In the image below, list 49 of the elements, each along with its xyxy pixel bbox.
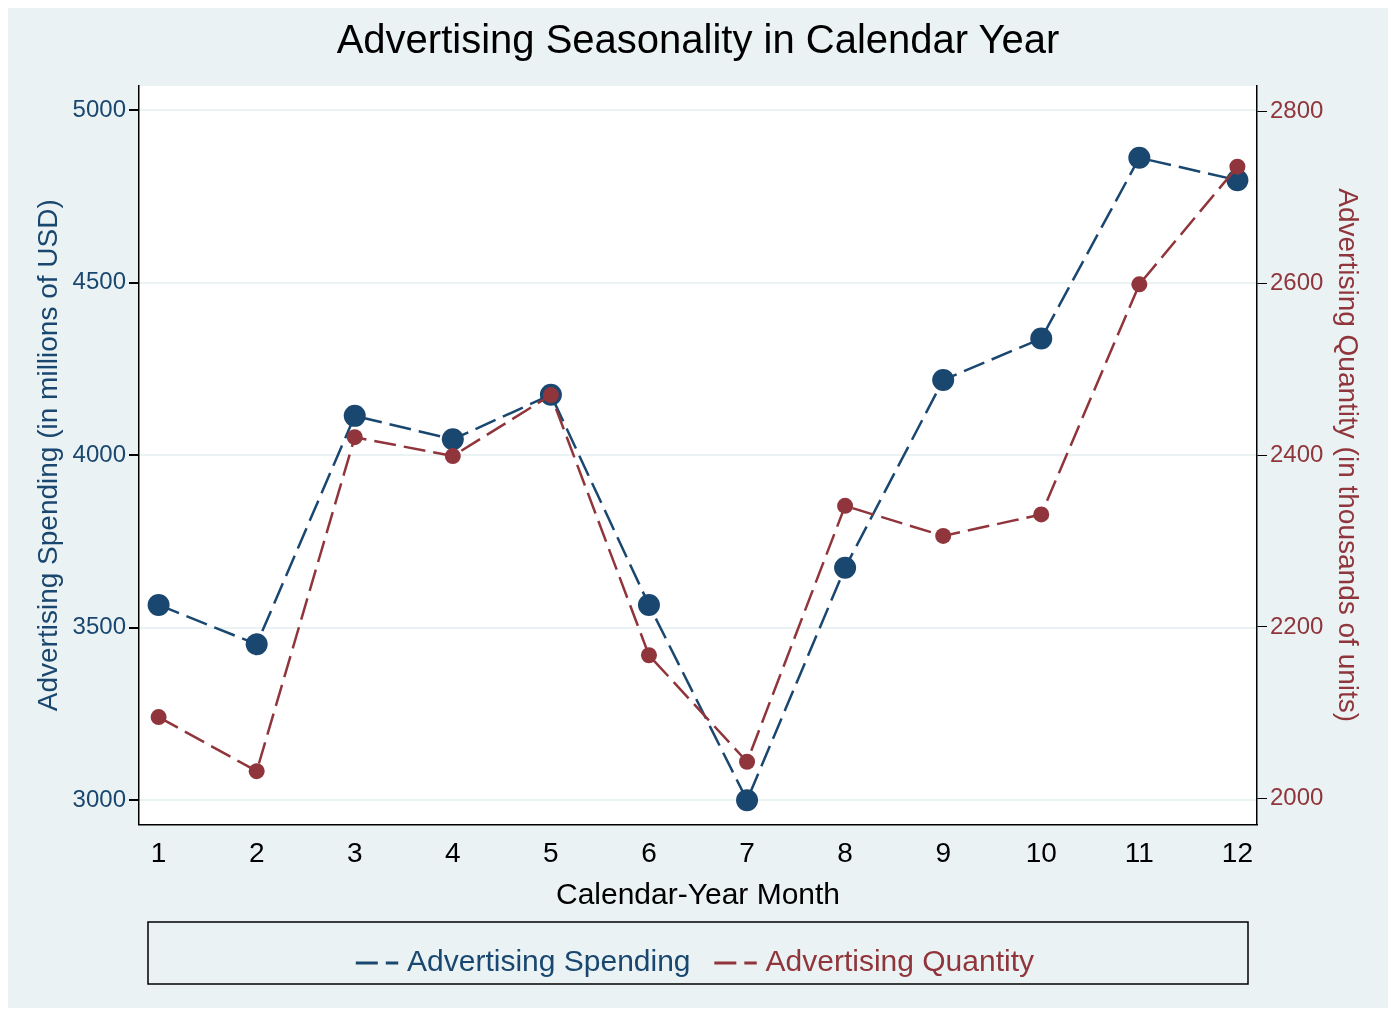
point [837, 497, 854, 514]
y-tick-label: 3000 [72, 784, 126, 812]
x-tick-label: 10 [1025, 836, 1057, 868]
point [444, 448, 461, 465]
x-tick-label: 8 [837, 836, 853, 868]
legend-label: Advertising Spending [407, 944, 691, 978]
chart-title: Advertising Seasonality in Calendar Year [336, 17, 1060, 62]
x-tick-label: 2 [248, 836, 265, 868]
y2-tick-label: 2400 [1270, 439, 1324, 467]
point [739, 753, 756, 770]
x-tick-label: 6 [641, 836, 657, 868]
point [248, 763, 265, 780]
y-axis-title: Advertising Spending (in millions of USD) [31, 199, 63, 712]
x-tick-label: 12 [1221, 836, 1253, 868]
x-tick-label: 5 [543, 836, 559, 868]
x-tick-label: 4 [445, 836, 461, 868]
point [441, 428, 464, 451]
x-tick-label: 7 [739, 836, 755, 868]
legend-label: Advertising Quantity [765, 944, 1034, 978]
point [245, 633, 268, 656]
y2-tick-label: 2600 [1270, 268, 1324, 296]
point [1030, 327, 1053, 350]
point [640, 647, 657, 664]
x-tick-label: 3 [346, 836, 363, 868]
x-axis-title: Calendar-Year Month [555, 877, 841, 911]
point [932, 368, 955, 391]
y2-axis-title: Advertising Quantity (in thousands of units) [1333, 188, 1365, 723]
y2-tick-label: 2000 [1270, 783, 1324, 811]
point [834, 556, 857, 579]
y2-tick-label: 2800 [1270, 96, 1324, 124]
point [346, 429, 363, 446]
point [150, 709, 167, 726]
point [637, 593, 660, 616]
point [935, 527, 952, 544]
point [1229, 158, 1246, 175]
y-tick-label: 4000 [72, 439, 126, 467]
x-tick-label: 1 [150, 836, 167, 868]
point [343, 404, 366, 427]
point [736, 789, 759, 812]
point [147, 593, 170, 616]
x-tick-label: 9 [935, 836, 951, 868]
point [1131, 276, 1148, 293]
y2-tick-label: 2200 [1270, 611, 1324, 639]
point [1128, 146, 1151, 169]
point [1033, 506, 1050, 523]
y-tick-label: 4500 [72, 267, 126, 295]
y-tick-label: 5000 [72, 94, 126, 122]
y-tick-label: 3500 [72, 612, 126, 640]
x-tick-label: 11 [1124, 836, 1154, 868]
